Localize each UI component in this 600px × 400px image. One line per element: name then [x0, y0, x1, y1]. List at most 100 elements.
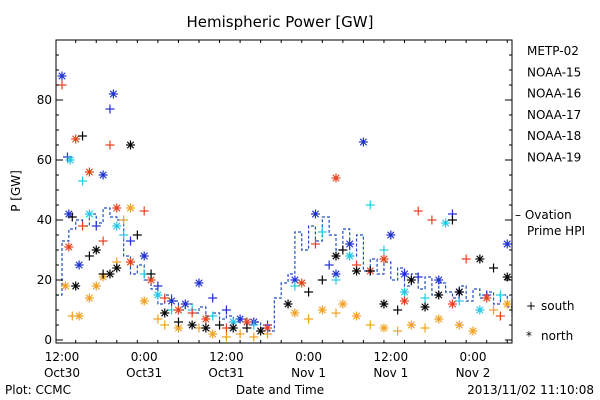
point-south — [221, 332, 231, 342]
legend-entry-noaa-16: NOAA-16 — [527, 87, 581, 101]
point-north — [454, 320, 464, 330]
series-metp-02 — [67, 131, 512, 336]
x-tick-label-date: Oct31 — [126, 366, 162, 380]
point-north — [126, 140, 135, 150]
point-south — [454, 296, 464, 306]
point-north — [434, 275, 444, 285]
point-north — [386, 230, 396, 240]
point-north — [108, 89, 118, 99]
point-south — [338, 245, 348, 255]
point-north — [167, 296, 177, 306]
point-north — [112, 263, 122, 273]
legend-marker-label: north — [541, 329, 573, 343]
point-south — [139, 206, 149, 216]
point-south — [495, 290, 505, 300]
point-north — [60, 281, 70, 291]
point-north — [406, 320, 416, 330]
point-south — [105, 140, 115, 150]
point-south — [91, 221, 101, 231]
point-south — [489, 263, 499, 273]
point-south — [427, 215, 437, 225]
y-tick-label: 20 — [37, 273, 52, 287]
point-south — [290, 281, 300, 291]
point-south — [221, 305, 231, 315]
point-south — [215, 320, 225, 330]
point-north — [98, 170, 108, 180]
point-north — [74, 311, 84, 321]
point-south — [160, 320, 170, 330]
point-north — [358, 137, 368, 147]
point-south — [98, 236, 108, 246]
point-south — [495, 311, 505, 321]
point-north — [475, 305, 485, 315]
point-north — [105, 269, 115, 279]
chart-title: Hemispheric Power [GW] — [187, 13, 374, 31]
point-south — [393, 326, 403, 336]
point-south — [420, 323, 430, 333]
legend-entry-noaa-15: NOAA-15 — [527, 65, 581, 79]
legend-marker-label: south — [541, 299, 575, 313]
y-tick-label: 40 — [37, 213, 52, 227]
x-tick-label-time: 12:00 — [374, 350, 409, 364]
point-north — [201, 323, 211, 333]
point-north — [194, 278, 204, 288]
x-tick-label-date: Nov 2 — [456, 366, 491, 380]
point-south — [413, 272, 423, 282]
point-south — [119, 215, 129, 225]
point-north — [263, 323, 272, 333]
point-south — [331, 275, 341, 285]
point-south — [447, 215, 457, 225]
point-south — [461, 254, 471, 264]
legend-entry-noaa-19: NOAA-19 — [527, 151, 581, 165]
point-north — [74, 260, 84, 270]
x-tick-label-time: 0:00 — [295, 350, 322, 364]
footer-timestamp: 2013/11/02 11:10:08 — [467, 383, 594, 397]
point-north — [502, 299, 512, 309]
x-axis-label: Date and Time — [236, 383, 324, 397]
point-south — [249, 320, 259, 330]
point-north — [454, 287, 464, 297]
legend-marker-symbol: + — [526, 299, 536, 313]
point-south — [365, 200, 375, 210]
point-south — [317, 227, 327, 237]
point-south — [187, 308, 197, 318]
point-north — [235, 314, 245, 324]
point-south — [365, 266, 375, 276]
point-north — [352, 311, 362, 321]
point-south — [132, 230, 142, 240]
point-south — [393, 305, 403, 315]
point-north — [139, 296, 149, 306]
point-north — [447, 299, 457, 309]
point-south — [310, 239, 320, 249]
point-north — [84, 167, 94, 177]
point-north — [400, 287, 409, 297]
legend-entry-noaa-18: NOAA-18 — [527, 129, 581, 143]
legend-marker-symbol: * — [526, 329, 532, 343]
point-north — [173, 305, 183, 315]
point-north — [91, 245, 101, 255]
point-south — [105, 104, 115, 114]
point-north — [201, 314, 211, 324]
point-north — [345, 251, 355, 261]
point-south — [249, 332, 259, 342]
point-south — [119, 230, 129, 240]
x-tick-label-time: 12:00 — [209, 350, 244, 364]
point-south — [78, 221, 88, 231]
point-south — [84, 251, 94, 261]
point-north — [400, 296, 409, 306]
ovation-hpi-line — [56, 207, 513, 332]
legend-entry-noaa-17: NOAA-17 — [527, 108, 581, 122]
point-south — [324, 260, 334, 270]
point-south — [126, 236, 135, 246]
plot-frame — [55, 39, 513, 344]
point-north — [352, 266, 362, 276]
point-south — [153, 281, 163, 291]
point-north — [310, 209, 320, 219]
point-north — [406, 275, 416, 285]
point-north — [84, 293, 94, 303]
point-north — [441, 218, 451, 228]
point-south — [304, 287, 314, 297]
point-north — [379, 323, 389, 333]
point-north — [139, 251, 149, 261]
point-south — [78, 176, 88, 186]
